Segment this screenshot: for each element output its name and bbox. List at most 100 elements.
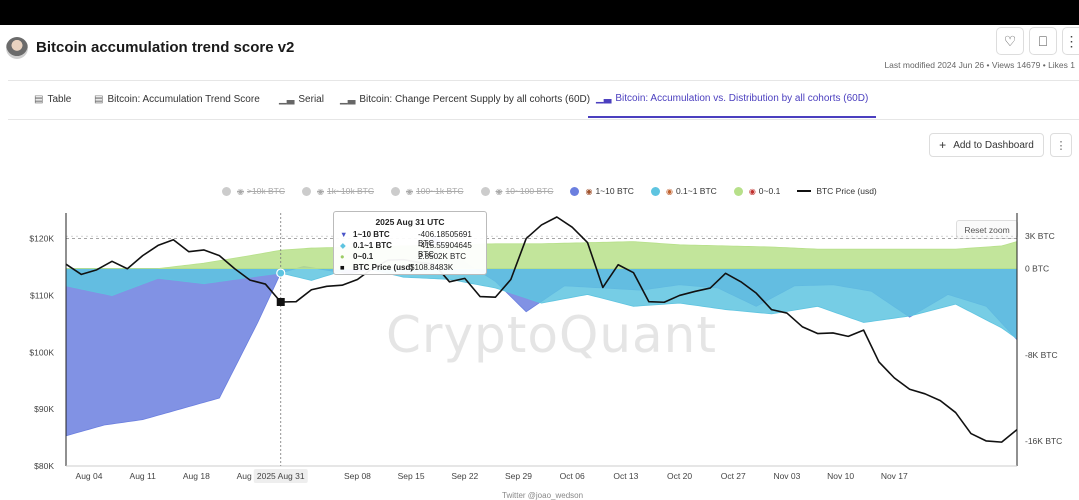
area-series-0-1-1-BTC [65,265,1018,340]
legend-swatch [570,186,580,196]
chart-grid [66,235,1017,239]
tooltip-label: 0.1~1 BTC [353,241,392,250]
legend-item-10k-plus[interactable]: ◉ >10k BTC [222,186,285,196]
more-vertical-icon: ⋮ [1064,32,1079,49]
tooltip-value: -415.55904645 BTC [418,241,472,259]
avatar[interactable] [6,37,28,59]
tooltip-value: 2.8502K BTC [418,252,467,261]
tab-change-percent-supply[interactable]: ▁▃ Bitcoin: Change Percent Supply by all … [340,94,591,105]
tooltip-label: 1~10 BTC [353,230,390,239]
fish-icon: ◉ [406,186,413,196]
price-line-group [65,216,1018,443]
legend-item-0-0-1[interactable]: ◉ 0~0.1 [733,186,780,196]
plus-icon: + [939,138,947,152]
more-vertical-icon: ⋮ [1055,139,1067,152]
left-tick-label: $120K [29,234,54,244]
add-to-dashboard-button[interactable]: + Add to Dashboard [929,133,1044,157]
watermark: CryptoQuant [386,306,717,364]
page-header: Bitcoin accumulation trend score v2 ♡ ⎕ … [0,25,1079,80]
like-button[interactable]: ♡ [996,27,1024,55]
tooltip-row-1-10: ▼ 1~10 BTC -406.18505691 BTC [340,230,482,248]
crosshair-group [276,213,286,466]
tooltip-value: -406.18505691 BTC [418,230,472,248]
crosshair-x-label-bg [253,469,308,483]
tooltip-row-0-0-1: ● 0~0.1 2.8502K BTC [340,252,482,263]
page-title: Bitcoin accumulation trend score v2 [36,39,295,56]
crab-icon: ◉ [585,186,593,196]
right-tick-label: -16K BTC [1025,436,1062,446]
legend-item-btc-price[interactable]: BTC Price (usd) [797,186,877,196]
legend-line-swatch [797,190,812,192]
right-tick-label: 3K BTC [1025,231,1055,241]
x-tick-label: Oct 13 [613,471,638,481]
tooltip-label: BTC Price (usd) [353,263,414,272]
x-tick-label: Nov 17 [881,471,908,481]
chart-tabs: ▤ Table ▤ Bitcoin: Accumulation Trend Scor… [8,80,1079,120]
bar-chart-icon: ▁▃ [596,93,612,104]
source-credit: Twitter @joao_wedson [502,491,584,500]
square-marker-icon: ■ [340,263,345,272]
btc-price-line [65,216,1018,443]
heart-icon: ♡ [1003,32,1017,49]
x-tick-label: Oct 27 [721,471,746,481]
chart-tooltip: 2025 Aug 31 UTC ▼ 1~10 BTC -406.18505691… [333,211,487,275]
legend-item-10-100[interactable]: ◉ 10~100 BTC [480,186,553,196]
right-tick-label: -8K BTC [1025,350,1058,360]
legend-item-1k-10k[interactable]: ◉ 1k~10k BTC [302,186,374,196]
x-tick-label: Sep 29 [505,471,532,481]
right-tick-label: 0 BTC [1025,264,1049,274]
triangle-marker-icon: ▼ [340,230,348,239]
legend-swatch [222,186,231,196]
legend-item-0-1-1[interactable]: ◉ 0.1~1 BTC [650,186,717,196]
legend-swatch [391,186,401,196]
fish-icon: ◉ [495,186,503,196]
x-tick-label: Sep 22 [451,471,478,481]
shrimp-icon: ◉ [748,186,756,196]
tab-serial[interactable]: ▁▃ Serial [279,94,324,105]
bar-chart-icon: ▁▃ [340,94,356,105]
legend-item-1-10[interactable]: ◉ 1~10 BTC [570,186,634,196]
x-tick-label: Oct 06 [560,471,585,481]
fish-icon: ◉ [317,186,324,196]
tooltip-row-0-1-1: ◆ 0.1~1 BTC -415.55904645 BTC [340,241,482,259]
tooltip-value: $108.8483K [410,263,454,272]
chart-areas [65,235,1018,437]
tooltip-row-btc-price: ■ BTC Price (usd) $108.8483K [340,263,482,274]
legend-swatch [733,186,743,196]
bookmark-button[interactable]: ⎕ [1029,27,1057,55]
x-tick-label: Nov 03 [773,471,800,481]
tab-accumulation-trend-score[interactable]: ▤ Bitcoin: Accumulation Trend Score [94,94,260,105]
legend-swatch [650,186,660,196]
chart-more-button[interactable]: ⋮ [1050,133,1072,157]
legend-item-100-1k[interactable]: ◉ 100~1k BTC [391,186,464,196]
crosshair-series-marker [276,268,286,278]
chart-legend: ◉ >10k BTC ◉ 1k~10k BTC ◉ 100~1k BTC ◉ 10~10… [222,184,894,198]
tab-accumulation-vs-distribution[interactable]: ▁▃ Bitcoin: Accumulation vs. Distribution… [588,81,877,118]
left-tick-label: $100K [29,347,54,357]
area-series-0-0-1 [65,241,1018,269]
circle-marker-icon: ● [340,252,345,261]
bar-chart-icon: ▁▃ [279,94,295,105]
tooltip-label: 0~0.1 [353,252,374,261]
header-more-button[interactable]: ⋮ [1062,27,1079,55]
x-tick-label: 2025 Aug 31 [257,471,305,481]
x-tick-label: Aug 11 [130,471,157,481]
x-tick-label: Sep 08 [344,471,371,481]
x-tick-label: Nov 10 [827,471,854,481]
window-top-bar [0,0,1079,25]
x-tick-label: Aug 18 [183,471,210,481]
table-icon: ▤ [34,94,44,105]
chart-axes [65,213,1018,467]
page-meta: Last modified 2024 Jun 26 • Views 14679 … [884,60,1075,70]
left-tick-label: $90K [34,404,54,414]
x-tick-label: Aug 04 [76,471,103,481]
tab-table[interactable]: ▤ Table [34,94,72,105]
tooltip-title: 2025 Aug 31 UTC [375,217,445,227]
left-tick-label: $80K [34,461,54,471]
x-tick-label: Aug 25 [237,471,264,481]
crosshair-price-marker [276,297,285,306]
x-tick-label: Sep 15 [398,471,425,481]
diamond-marker-icon: ◆ [340,241,346,250]
table-icon: ▤ [94,94,104,105]
